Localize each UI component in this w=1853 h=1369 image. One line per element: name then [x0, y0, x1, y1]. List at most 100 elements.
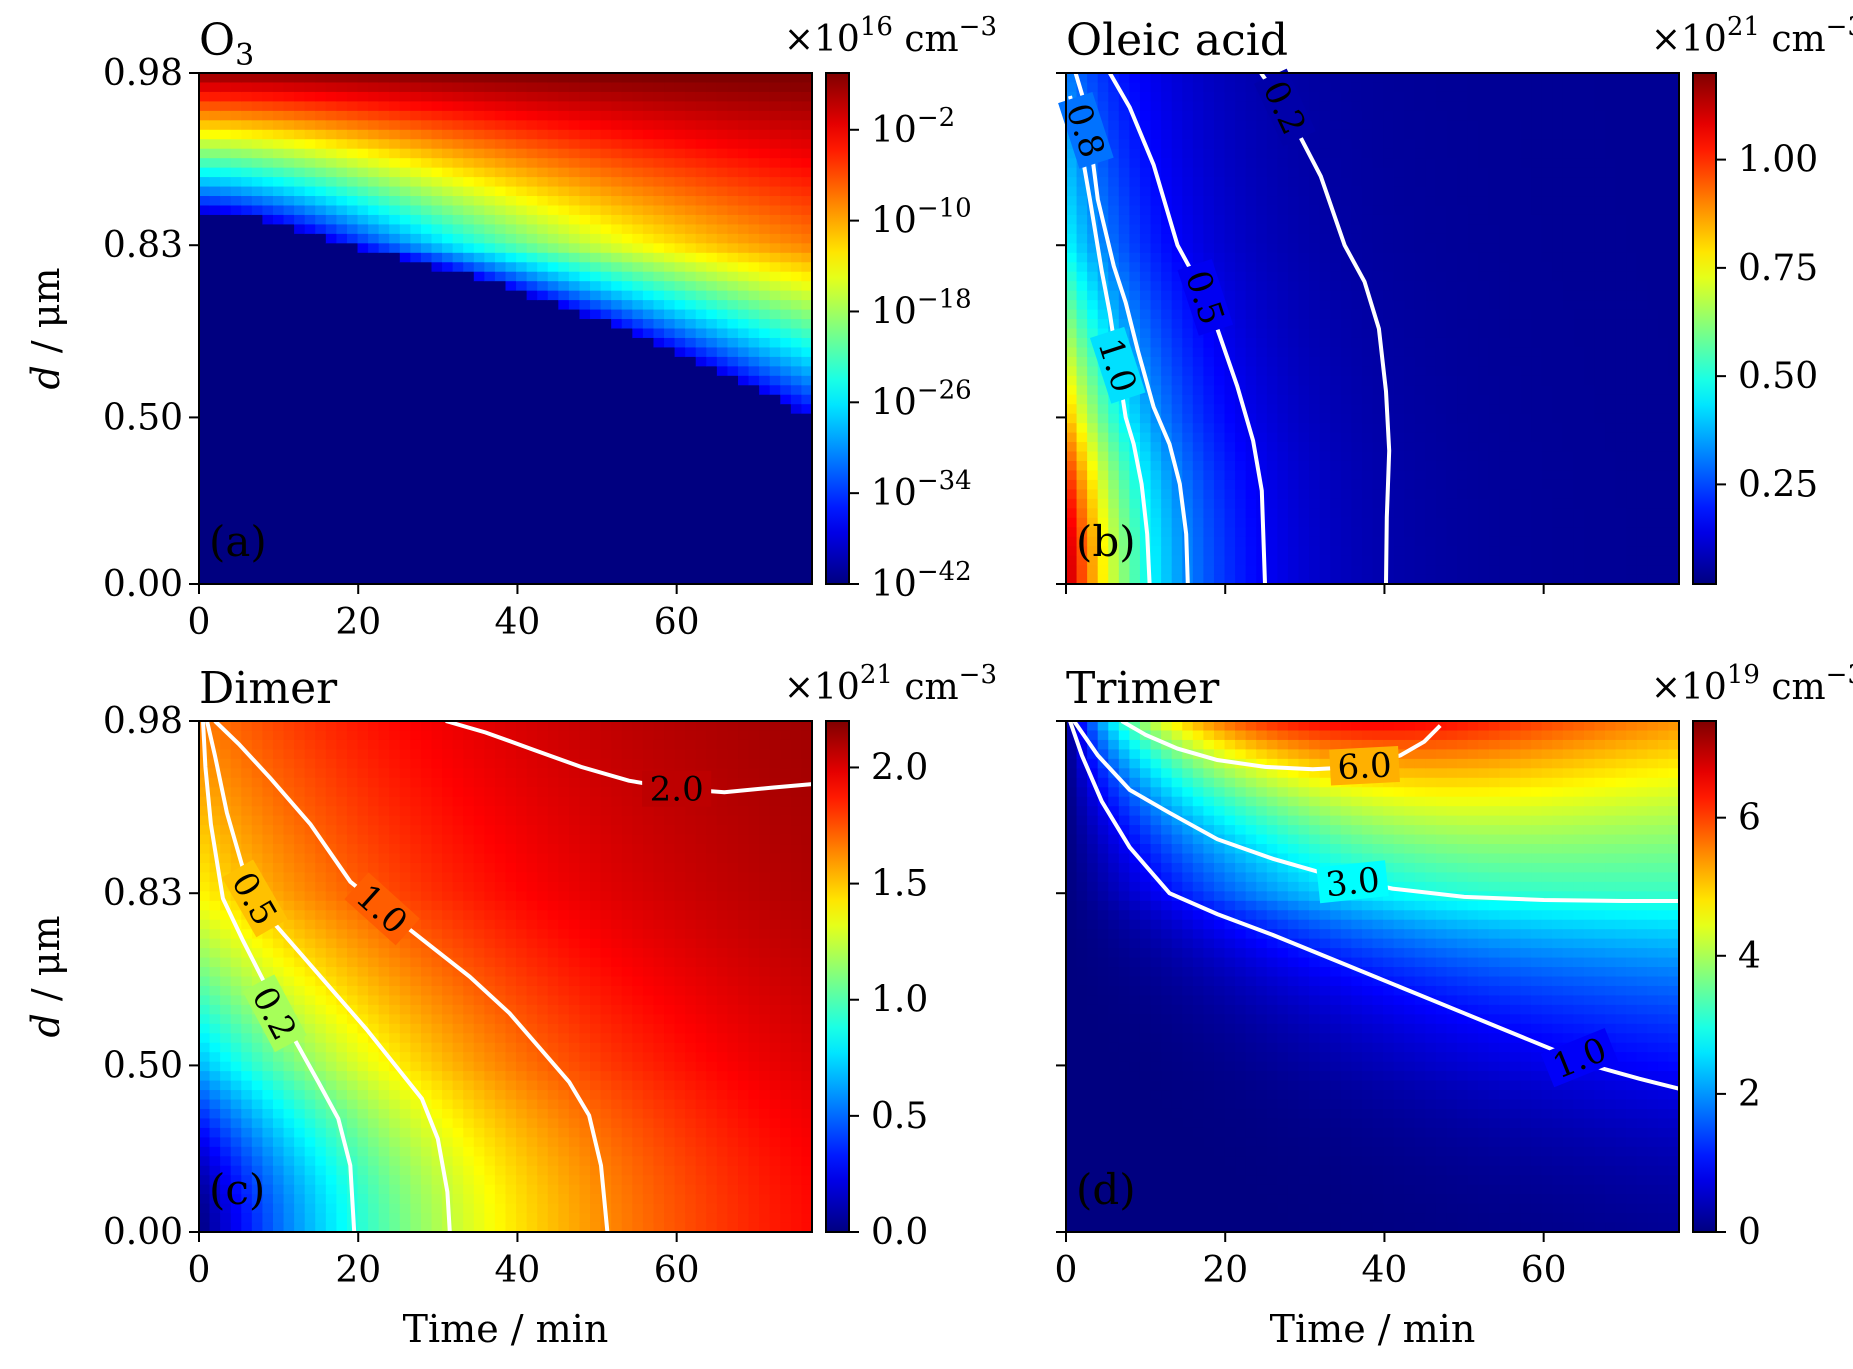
heatmap-cell — [1287, 148, 1300, 159]
heatmap-cell — [1203, 205, 1215, 216]
heatmap-cell — [1298, 196, 1310, 207]
heatmap-cell — [1393, 451, 1405, 462]
heatmap-cell — [1404, 337, 1416, 349]
heatmap-cell — [1393, 546, 1405, 557]
heatmap-cell — [1182, 319, 1194, 330]
heatmap-cell — [1118, 319, 1131, 330]
heatmap-cell — [653, 347, 665, 358]
heatmap-cell — [801, 290, 813, 301]
heatmap-cell — [1372, 139, 1384, 150]
heatmap-cell — [1309, 129, 1321, 140]
heatmap-cell — [473, 158, 485, 169]
heatmap-cell — [1203, 546, 1215, 557]
heatmap-cell — [547, 451, 559, 462]
heatmap-cell — [516, 356, 528, 367]
heatmap-cell — [748, 574, 760, 585]
heatmap-cell — [209, 82, 221, 93]
heatmap-cell — [769, 177, 781, 188]
heatmap-cell — [558, 460, 570, 472]
heatmap-cell — [241, 432, 253, 443]
heatmap-cell — [230, 158, 242, 169]
heatmap-cell — [336, 290, 348, 301]
heatmap-cell — [1203, 243, 1215, 254]
heatmap-cell — [1076, 527, 1088, 538]
heatmap-cell — [1108, 404, 1120, 415]
heatmap-cell — [674, 214, 686, 225]
heatmap-cell — [1235, 413, 1247, 424]
heatmap-cell — [209, 489, 221, 500]
heatmap-cell — [452, 129, 464, 140]
heatmap-cell — [505, 224, 517, 235]
heatmap-cell — [484, 252, 496, 263]
heatmap-cell — [1213, 186, 1226, 197]
heatmap-cell — [368, 423, 380, 434]
heatmap-cell — [315, 262, 327, 273]
heatmap-cell — [368, 224, 380, 235]
heatmap-cell — [664, 442, 676, 453]
heatmap-cell — [685, 196, 697, 207]
heatmap-cell — [1150, 101, 1162, 112]
heatmap-cell — [494, 309, 507, 320]
heatmap-cell — [790, 366, 803, 377]
heatmap-cell — [1351, 214, 1363, 225]
heatmap-cell — [220, 271, 232, 282]
heatmap-cell — [389, 432, 401, 443]
heatmap-cell — [1235, 565, 1247, 576]
heatmap-cell — [1287, 574, 1300, 585]
heatmap-cell — [780, 243, 792, 254]
heatmap-cell — [505, 91, 517, 102]
heatmap-cell — [748, 423, 760, 434]
heatmap-cell — [664, 498, 676, 509]
heatmap-cell — [1192, 508, 1204, 519]
heatmap-cell — [1150, 252, 1162, 263]
heatmap-cell — [1309, 243, 1321, 254]
heatmap-cell — [632, 139, 644, 150]
heatmap-cell — [1361, 101, 1374, 112]
heatmap-cell — [473, 394, 485, 405]
heatmap-cell — [494, 460, 507, 472]
heatmap-cell — [346, 139, 359, 150]
heatmap-cell — [1203, 148, 1215, 159]
heatmap-cell — [283, 101, 295, 112]
heatmap-cell — [1235, 375, 1247, 386]
heatmap-cell — [1404, 233, 1416, 244]
heatmap-cell — [1139, 555, 1152, 566]
heatmap-cell — [1256, 300, 1268, 311]
heatmap-cell — [1118, 536, 1131, 547]
heatmap-cell — [590, 527, 602, 538]
heatmap-cell — [325, 432, 337, 443]
heatmap-cell — [1372, 423, 1384, 434]
heatmap-cell — [1287, 470, 1300, 481]
heatmap-cell — [706, 319, 718, 330]
heatmap-cell — [209, 356, 221, 367]
heatmap-cell — [494, 404, 507, 415]
heatmap-cell — [801, 120, 813, 131]
heatmap-cell — [241, 290, 253, 301]
heatmap-cell — [611, 394, 623, 405]
heatmap-cell — [199, 565, 211, 576]
heatmap-cell — [1340, 300, 1352, 311]
heatmap-cell — [1319, 73, 1331, 84]
heatmap-cell — [410, 205, 422, 216]
heatmap-cell — [494, 574, 507, 585]
heatmap-cell — [1129, 489, 1141, 500]
heatmap-cell — [420, 555, 433, 566]
heatmap-cell — [1309, 574, 1321, 585]
heatmap-cell — [685, 565, 697, 576]
heatmap-cell — [283, 252, 295, 263]
heatmap-cell — [1372, 224, 1384, 235]
heatmap-cell — [674, 470, 686, 481]
heatmap-cell — [431, 555, 443, 566]
heatmap-cell — [621, 233, 633, 244]
heatmap-cell — [1393, 186, 1405, 197]
heatmap-cell — [537, 498, 549, 509]
heatmap-cell — [727, 470, 739, 481]
heatmap-cell — [1076, 423, 1088, 434]
heatmap-cell — [220, 536, 232, 547]
heatmap-cell — [1309, 252, 1321, 263]
heatmap-cell — [494, 101, 507, 112]
heatmap-cell — [759, 205, 771, 216]
heatmap-cell — [748, 442, 760, 453]
heatmap-cell — [1414, 205, 1426, 216]
heatmap-cell — [516, 271, 528, 282]
